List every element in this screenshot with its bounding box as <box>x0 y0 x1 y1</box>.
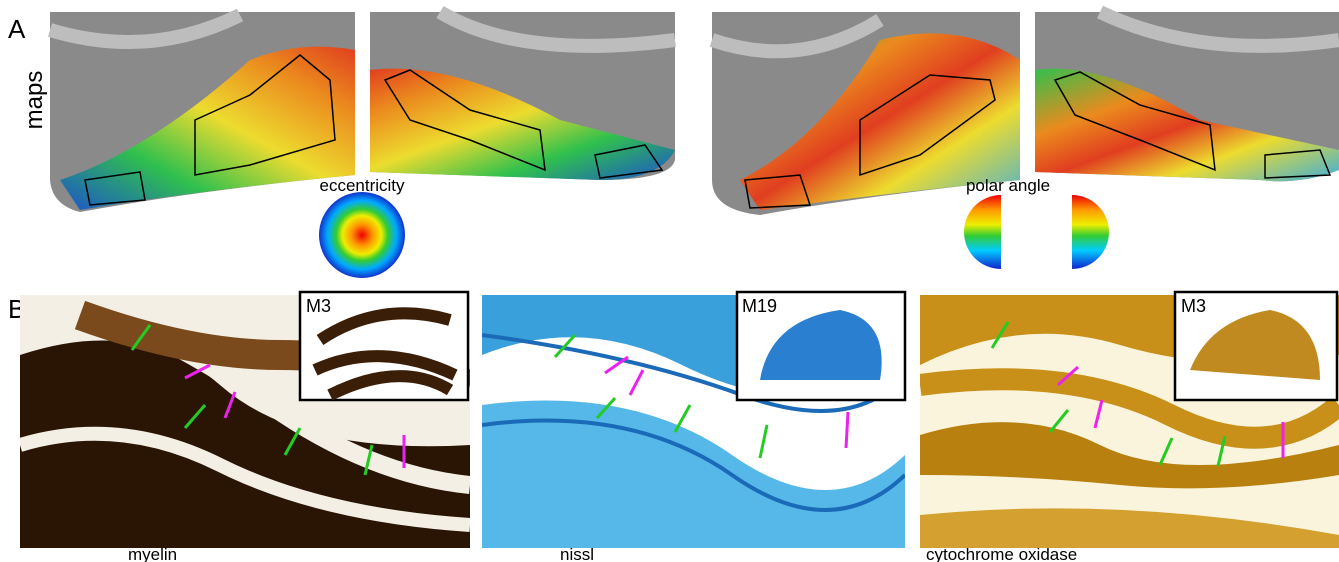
panel-letter: A <box>8 14 26 44</box>
polar-legend-left <box>964 195 1001 269</box>
arrows <box>130 321 1285 476</box>
inset-label: M3 <box>306 296 331 316</box>
inset-label: M19 <box>742 296 777 316</box>
eccentricity-legend <box>319 192 405 278</box>
eccentricity-maps <box>47 5 676 212</box>
polar-legend-right <box>1072 195 1109 269</box>
row-label: maps <box>21 71 48 130</box>
stain-label: nissl <box>560 545 594 562</box>
map-label: polar angle <box>966 176 1050 195</box>
stain-label: myelin <box>128 545 177 562</box>
map-label: eccentricity <box>319 176 405 195</box>
stain-label: cytochrome oxidase <box>926 545 1077 562</box>
inset-label: M3 <box>1181 296 1206 316</box>
polar-angle-maps <box>709 5 1339 215</box>
